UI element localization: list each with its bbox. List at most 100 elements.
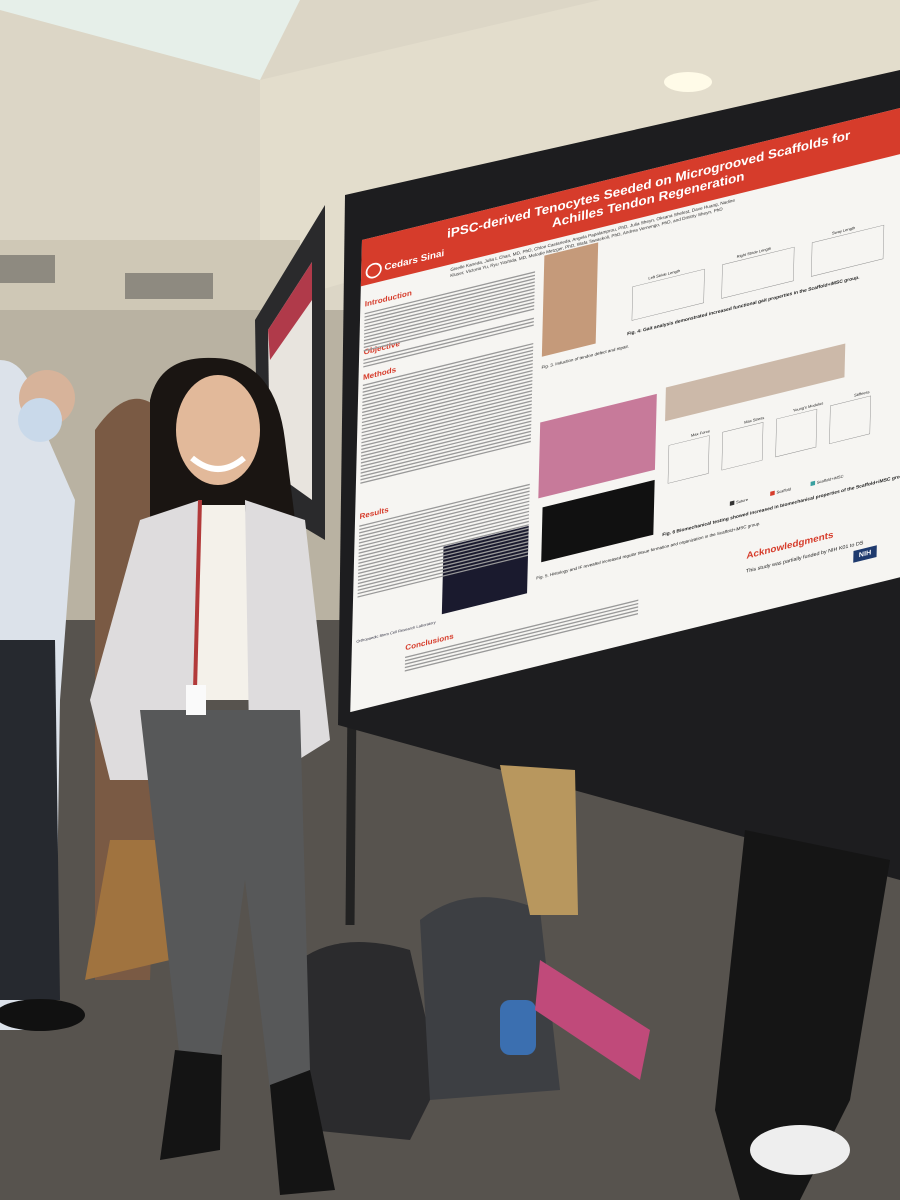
person-pants — [500, 765, 578, 915]
legend-swatch — [729, 500, 735, 506]
text-line — [358, 510, 530, 554]
text-line — [360, 430, 532, 474]
jeans — [140, 710, 310, 1090]
poster: Cedars Sinai iPSC-derived Tenocytes Seed… — [350, 103, 900, 713]
text-line — [360, 417, 532, 461]
skylight — [0, 0, 300, 80]
text-line — [361, 400, 532, 444]
stand-leg — [345, 699, 357, 926]
text-line — [359, 493, 530, 537]
boot — [160, 1050, 222, 1160]
chart-frame — [775, 408, 818, 458]
ceiling-light — [664, 72, 712, 92]
text-line — [357, 551, 529, 595]
text-line — [362, 369, 533, 414]
text-line — [361, 376, 533, 420]
funder: NIH — [859, 549, 872, 559]
text-line — [358, 503, 530, 548]
badge — [186, 685, 206, 715]
text-line — [363, 324, 534, 368]
text-line — [404, 609, 639, 669]
text-line — [363, 298, 535, 342]
if-figure — [541, 479, 655, 563]
smile — [190, 455, 246, 472]
text-line — [357, 547, 529, 591]
text-line — [358, 534, 529, 578]
text-line — [358, 517, 529, 561]
text-line — [363, 317, 534, 361]
text-line — [358, 500, 530, 544]
text-line — [363, 301, 535, 345]
text-line — [362, 363, 533, 407]
text-line — [364, 291, 535, 335]
text-line — [364, 294, 535, 339]
chart-label: Max Force — [691, 428, 711, 438]
text-line — [363, 321, 534, 365]
text-line — [362, 353, 534, 397]
text-line — [360, 420, 532, 464]
mask — [18, 398, 62, 442]
text-line — [360, 433, 532, 478]
text-line — [404, 613, 638, 672]
logo-mark — [365, 262, 382, 279]
text-line — [361, 407, 532, 451]
text-line — [362, 356, 533, 400]
text-line — [363, 308, 535, 352]
text-line — [358, 524, 529, 568]
text-line — [361, 393, 533, 437]
bottle — [500, 1000, 536, 1055]
text-line — [358, 527, 529, 571]
histology-figure — [538, 393, 657, 499]
text-line — [361, 390, 533, 434]
legend-label: Scaffold+iMSC — [817, 473, 844, 484]
text-line — [357, 554, 529, 598]
text-line — [361, 410, 532, 454]
shirt — [185, 505, 258, 700]
text-line — [359, 490, 530, 534]
funder-logo — [853, 545, 877, 563]
text-line — [362, 349, 534, 393]
legend-swatch — [810, 480, 816, 487]
chart-label: Max Stress — [744, 415, 764, 425]
fine-print — [357, 271, 639, 672]
chart-frame — [721, 422, 764, 471]
chart-frame — [721, 246, 795, 299]
text-line — [363, 305, 535, 349]
text-line — [405, 599, 639, 659]
lanyard — [193, 499, 202, 691]
text-line — [360, 427, 532, 471]
text-line — [362, 373, 533, 417]
text-line — [360, 437, 531, 481]
photo-figure — [665, 343, 846, 422]
person-shoe — [0, 999, 85, 1031]
text-line — [361, 413, 532, 457]
legend-swatch — [770, 490, 775, 496]
boot — [270, 1070, 335, 1195]
skateboard — [535, 960, 650, 1080]
poster-header — [360, 103, 900, 287]
text-line — [361, 396, 532, 441]
text-line — [358, 514, 530, 558]
text-line — [364, 274, 535, 318]
vent — [125, 273, 213, 299]
chart-frame — [667, 435, 710, 484]
legend-label: Scaffold — [776, 486, 791, 494]
bag — [300, 942, 440, 1140]
face — [176, 375, 260, 485]
text-line — [358, 530, 529, 575]
text-line — [361, 383, 533, 427]
text-line — [358, 507, 530, 551]
text-line — [359, 487, 530, 531]
text-line — [357, 537, 529, 581]
chart-label: Stiffness — [854, 389, 869, 398]
text-line — [361, 386, 533, 430]
text-line — [364, 284, 535, 328]
text-line — [358, 520, 529, 564]
text-line — [360, 423, 532, 468]
text-line — [364, 271, 536, 315]
text-line — [361, 403, 532, 447]
text-line — [358, 497, 530, 541]
back-poster-header — [268, 262, 312, 360]
